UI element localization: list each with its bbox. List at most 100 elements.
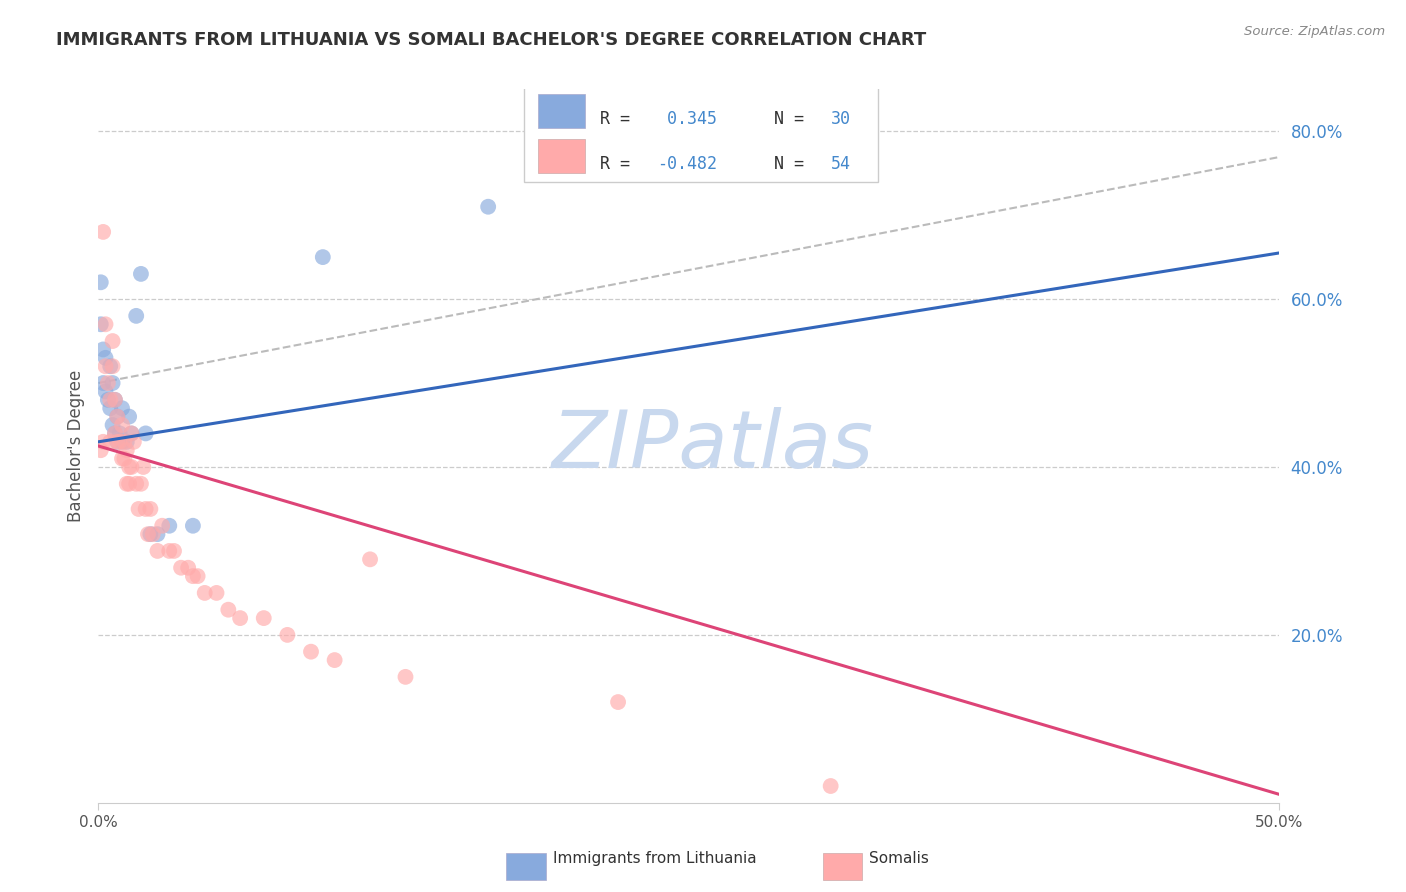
Text: 54: 54 [831, 155, 851, 173]
Point [121, 426, 143, 441]
Point [91, 434, 114, 449]
Text: 0.345: 0.345 [657, 111, 717, 128]
Point [229, 611, 252, 625]
Point [118, 409, 141, 424]
Point [323, 653, 346, 667]
FancyBboxPatch shape [523, 78, 877, 182]
Point [139, 527, 162, 541]
Point [94, 351, 117, 365]
Point [98, 359, 121, 374]
Point [94, 359, 117, 374]
Point [97, 392, 120, 407]
Text: R =: R = [600, 155, 640, 173]
Text: Source: ZipAtlas.com: Source: ZipAtlas.com [1244, 25, 1385, 38]
Point [111, 434, 134, 449]
Point [104, 426, 127, 441]
Point [146, 544, 169, 558]
Point [136, 527, 159, 541]
Point [115, 443, 138, 458]
Text: N =: N = [754, 111, 814, 128]
Text: ZIPatlas: ZIPatlas [551, 407, 873, 485]
FancyBboxPatch shape [537, 95, 585, 128]
Point [181, 518, 204, 533]
Point [90, 318, 112, 332]
Point [101, 334, 124, 348]
Point [91, 376, 114, 390]
Point [122, 434, 145, 449]
Point [121, 460, 143, 475]
Point [194, 586, 217, 600]
Point [91, 343, 114, 357]
Point [108, 434, 131, 449]
Point [276, 628, 298, 642]
Point [111, 451, 134, 466]
Point [607, 695, 630, 709]
Point [394, 670, 416, 684]
Point [132, 460, 155, 475]
Point [94, 318, 117, 332]
Point [129, 267, 152, 281]
Point [142, 527, 165, 541]
Point [115, 434, 138, 449]
Point [157, 518, 180, 533]
Point [177, 560, 200, 574]
Point [104, 392, 127, 407]
Point [187, 569, 209, 583]
Point [477, 200, 499, 214]
Text: Somalis: Somalis [869, 851, 929, 865]
Point [181, 569, 204, 583]
Point [820, 779, 842, 793]
Point [128, 502, 150, 516]
Text: N =: N = [754, 155, 814, 173]
Point [101, 376, 124, 390]
Text: Immigrants from Lithuania: Immigrants from Lithuania [553, 851, 756, 865]
Point [163, 544, 186, 558]
Text: -0.482: -0.482 [657, 155, 717, 173]
Point [118, 476, 141, 491]
Point [115, 476, 138, 491]
Point [94, 384, 117, 399]
Point [104, 392, 127, 407]
Text: 30: 30 [831, 111, 851, 128]
Point [118, 460, 141, 475]
Point [121, 426, 143, 441]
Point [98, 392, 121, 407]
Point [125, 476, 148, 491]
Text: R =: R = [600, 111, 640, 128]
Point [253, 611, 276, 625]
Point [217, 603, 239, 617]
Y-axis label: Bachelor's Degree: Bachelor's Degree [66, 370, 84, 522]
Text: IMMIGRANTS FROM LITHUANIA VS SOMALI BACHELOR'S DEGREE CORRELATION CHART: IMMIGRANTS FROM LITHUANIA VS SOMALI BACH… [56, 31, 927, 49]
Point [139, 502, 162, 516]
Point [90, 275, 112, 289]
Point [111, 401, 134, 416]
Point [170, 560, 193, 574]
Point [105, 409, 128, 424]
Point [98, 401, 121, 416]
FancyBboxPatch shape [537, 139, 585, 173]
Point [112, 434, 135, 449]
Point [111, 417, 134, 432]
Point [150, 518, 173, 533]
Point [91, 225, 114, 239]
Point [105, 434, 128, 449]
Point [135, 502, 157, 516]
Point [129, 476, 152, 491]
Point [105, 409, 128, 424]
Point [205, 586, 228, 600]
Point [97, 376, 120, 390]
Point [135, 426, 157, 441]
Point [104, 426, 127, 441]
Point [299, 645, 322, 659]
Point [112, 451, 135, 466]
Point [125, 309, 148, 323]
Point [359, 552, 381, 566]
Point [101, 417, 124, 432]
Point [312, 250, 335, 264]
Point [108, 426, 131, 441]
Point [157, 544, 180, 558]
Point [101, 359, 124, 374]
Point [146, 527, 169, 541]
Point [105, 434, 128, 449]
Point [90, 443, 112, 458]
